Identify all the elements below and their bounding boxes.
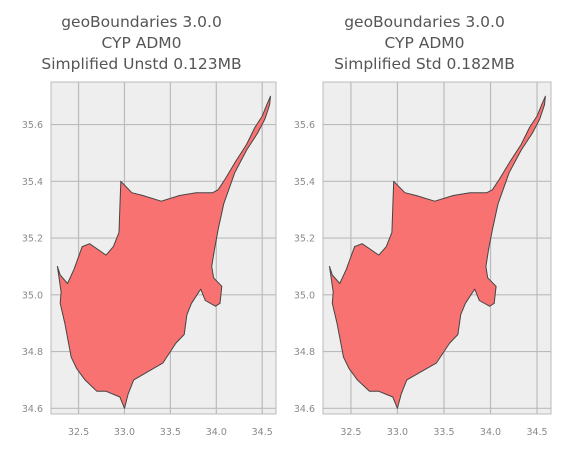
- x-axis-ticks: 32.5 33.0 33.5 34.0 34.5: [340, 427, 547, 438]
- map-panel-unstd: geoBoundaries 3.0.0 CYP ADM0 Simplified …: [0, 12, 283, 438]
- y-tick-label: 35.0: [22, 290, 43, 301]
- x-tick-label: 32.5: [340, 427, 361, 438]
- y-axis-ticks: 35.6 35.4 35.2 35.0 34.8 34.6: [22, 120, 43, 415]
- x-tick-label: 33.0: [387, 427, 408, 438]
- x-tick-label: 34.5: [252, 427, 273, 438]
- x-axis-ticks: 32.5 33.0 33.5 34.0 34.5: [68, 427, 273, 438]
- panel-title: geoBoundaries 3.0.0 CYP ADM0 Simplified …: [0, 12, 283, 75]
- panel-title: geoBoundaries 3.0.0 CYP ADM0 Simplified …: [283, 12, 566, 75]
- cyprus-polygon: [329, 95, 546, 409]
- y-tick-label: 34.6: [294, 404, 315, 415]
- title-line-2: CYP ADM0: [101, 34, 182, 52]
- y-tick-label: 35.4: [294, 177, 315, 188]
- x-tick-label: 32.5: [68, 427, 89, 438]
- y-tick-label: 34.8: [294, 347, 315, 358]
- y-tick-label: 35.4: [22, 177, 43, 188]
- map-svg: 32.5 33.0 33.5 34.0 34.5 35.6 35.4 35.2 …: [22, 81, 277, 438]
- title-line-1: geoBoundaries 3.0.0: [61, 13, 222, 31]
- cyprus-polygon: [56, 95, 271, 409]
- y-axis-ticks: 35.6 35.4 35.2 35.0 34.8 34.6: [294, 120, 315, 415]
- y-tick-label: 34.6: [22, 404, 43, 415]
- title-line-2: CYP ADM0: [384, 34, 465, 52]
- x-tick-label: 33.0: [114, 427, 135, 438]
- y-tick-label: 35.2: [294, 234, 315, 245]
- x-tick-label: 34.0: [206, 427, 227, 438]
- y-tick-label: 35.6: [22, 120, 43, 131]
- map-svg: 32.5 33.0 33.5 34.0 34.5 35.6 35.4 35.2 …: [294, 81, 552, 438]
- x-tick-label: 33.5: [433, 427, 454, 438]
- map-panel-std: geoBoundaries 3.0.0 CYP ADM0 Simplified …: [283, 0, 566, 454]
- title-line-3: Simplified Std 0.182MB: [334, 55, 515, 73]
- y-tick-label: 34.8: [22, 347, 43, 358]
- y-tick-label: 35.6: [294, 120, 315, 131]
- y-tick-label: 35.0: [294, 290, 315, 301]
- x-tick-label: 34.5: [526, 427, 547, 438]
- x-tick-label: 33.5: [160, 427, 181, 438]
- title-line-1: geoBoundaries 3.0.0: [344, 13, 505, 31]
- y-tick-label: 35.2: [22, 234, 43, 245]
- x-tick-label: 34.0: [480, 427, 501, 438]
- title-line-3: Simplified Unstd 0.123MB: [41, 55, 242, 73]
